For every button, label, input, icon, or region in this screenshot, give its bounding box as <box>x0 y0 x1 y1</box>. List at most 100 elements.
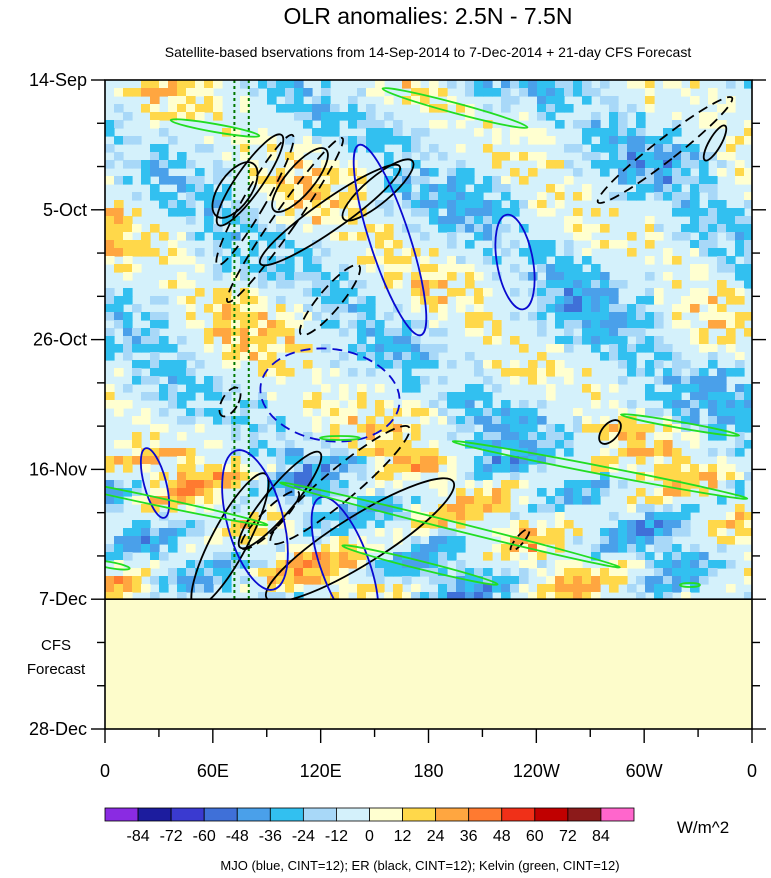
field-cell <box>357 136 367 145</box>
field-cell <box>600 472 610 481</box>
field-cell <box>582 480 592 489</box>
field-cell <box>600 80 610 89</box>
field-cell <box>393 264 403 273</box>
field-cell <box>618 416 628 425</box>
field-cell <box>447 472 457 481</box>
field-cell <box>285 568 295 577</box>
field-cell <box>393 568 403 577</box>
field-cell <box>735 360 745 369</box>
field-cell <box>321 320 331 329</box>
field-cell <box>402 136 412 145</box>
field-cell <box>474 408 484 417</box>
field-cell <box>672 208 682 217</box>
field-cell <box>330 208 340 217</box>
colorbar-label: -84 <box>127 828 150 845</box>
field-cell <box>708 480 718 489</box>
field-cell <box>231 304 241 313</box>
field-cell <box>312 288 322 297</box>
field-cell <box>672 568 682 577</box>
field-cell <box>366 144 376 153</box>
field-cell <box>690 568 700 577</box>
field-cell <box>402 376 412 385</box>
field-cell <box>510 376 520 385</box>
field-cell <box>150 488 160 497</box>
field-cell <box>636 520 646 529</box>
field-cell <box>708 344 718 353</box>
field-cell <box>672 560 682 569</box>
field-cell <box>357 344 367 353</box>
field-cell <box>303 136 313 145</box>
field-cell <box>177 80 187 89</box>
field-cell <box>429 456 439 465</box>
field-cell <box>357 560 367 569</box>
field-cell <box>240 352 250 361</box>
field-cell <box>438 224 448 233</box>
field-cell <box>555 432 565 441</box>
field-cell <box>690 208 700 217</box>
field-cell <box>213 496 223 505</box>
field-cell <box>321 408 331 417</box>
field-cell <box>438 416 448 425</box>
field-cell <box>231 136 241 145</box>
field-cell <box>186 352 196 361</box>
field-cell <box>645 368 655 377</box>
field-cell <box>402 456 412 465</box>
field-cell <box>519 344 529 353</box>
field-cell <box>411 96 421 105</box>
field-cell <box>510 576 520 585</box>
colorbar-label: 48 <box>493 828 511 845</box>
field-cell <box>222 416 232 425</box>
field-cell <box>528 552 538 561</box>
field-cell <box>249 176 259 185</box>
field-cell <box>618 152 628 161</box>
field-cell <box>501 408 511 417</box>
field-cell <box>285 104 295 113</box>
field-cell <box>303 568 313 577</box>
field-cell <box>375 400 385 409</box>
field-cell <box>366 544 376 553</box>
field-cell <box>519 432 529 441</box>
field-cell <box>366 136 376 145</box>
field-cell <box>132 432 142 441</box>
field-cell <box>267 152 277 161</box>
field-cell <box>276 200 286 209</box>
field-cell <box>690 472 700 481</box>
field-cell <box>132 136 142 145</box>
field-cell <box>339 520 349 529</box>
field-cell <box>276 432 286 441</box>
field-cell <box>636 448 646 457</box>
field-cell <box>555 520 565 529</box>
field-cell <box>249 568 259 577</box>
field-cell <box>321 560 331 569</box>
field-cell <box>564 240 574 249</box>
field-cell <box>132 448 142 457</box>
field-cell <box>744 216 752 225</box>
field-cell <box>393 256 403 265</box>
field-cell <box>186 416 196 425</box>
field-cell <box>654 360 664 369</box>
field-cell <box>123 240 133 249</box>
field-cell <box>105 392 115 401</box>
field-cell <box>123 136 133 145</box>
kelvin-contour <box>620 413 740 437</box>
field-cell <box>582 424 592 433</box>
field-cell <box>105 160 115 169</box>
field-cell <box>411 536 421 545</box>
field-cell <box>375 504 385 513</box>
field-cell <box>582 224 592 233</box>
field-cell <box>195 488 205 497</box>
field-cell <box>609 352 619 361</box>
field-cell <box>438 552 448 561</box>
field-cell <box>357 448 367 457</box>
field-cell <box>240 400 250 409</box>
field-cell <box>510 472 520 481</box>
field-cell <box>285 560 295 569</box>
field-cell <box>276 168 286 177</box>
field-cell <box>735 488 745 497</box>
field-cell <box>123 352 133 361</box>
field-cell <box>222 168 232 177</box>
field-cell <box>348 120 358 129</box>
field-cell <box>708 448 718 457</box>
field-cell <box>501 528 511 537</box>
field-cell <box>303 104 313 113</box>
